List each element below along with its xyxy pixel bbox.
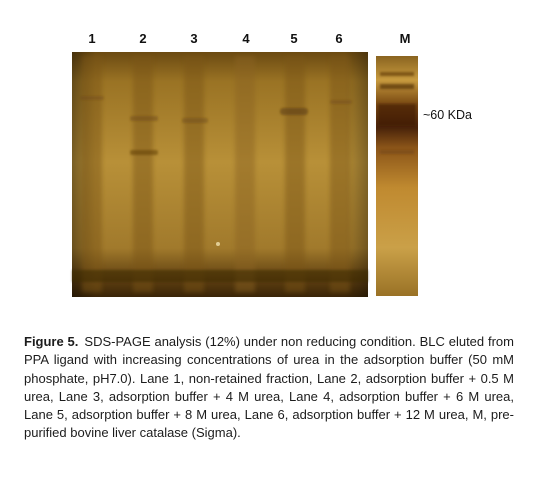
lane-label-5: 5 [290,31,298,46]
lane-label-2: 2 [139,31,147,46]
marker-band-label: ~60 KDa [423,108,472,122]
caption-label: Figure 5. [24,334,79,349]
lane-label-4: 4 [242,31,250,46]
caption-text: SDS-PAGE analysis (12%) under non reduci… [24,334,514,441]
lane-label-1: 1 [88,31,96,46]
lane-label-marker: M [399,31,411,46]
gel-bands [72,96,368,282]
figure: 1 2 3 4 5 6 M ~60 KDa [72,31,472,297]
gel-image [72,52,418,297]
figure-caption: Figure 5. SDS-PAGE analysis (12%) under n… [24,333,514,443]
lane-label-6: 6 [335,31,343,46]
marker-lane-panel [376,56,418,296]
lane-label-3: 3 [190,31,198,46]
